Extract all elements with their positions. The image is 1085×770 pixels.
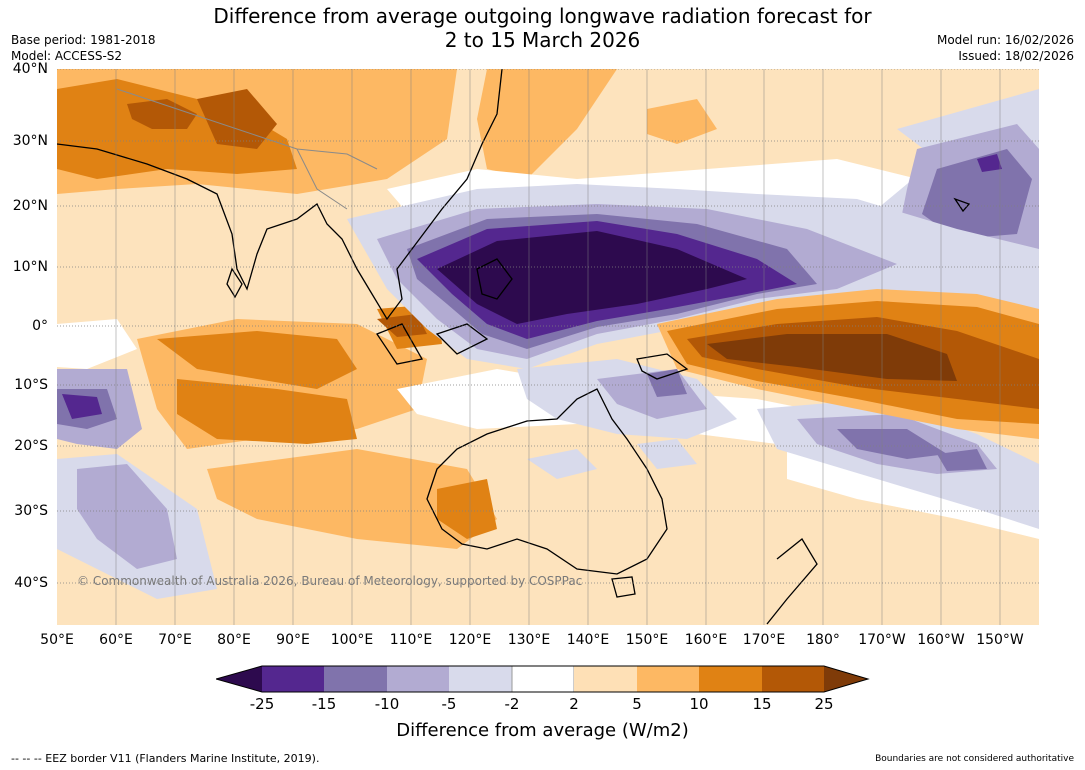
- colorbar-tick-label: 2: [569, 695, 579, 713]
- lat-label-40n: 40°N: [12, 61, 48, 77]
- lon-label-110e: 110°E: [389, 632, 433, 648]
- lon-label-120e: 120°E: [448, 632, 492, 648]
- lat-label-30n: 30°N: [12, 133, 48, 149]
- colorbar-swatch-6: [574, 666, 637, 692]
- new-zealand-coastline: [766, 538, 818, 625]
- lat-label-10s: 10°S: [14, 377, 48, 393]
- lon-label-100e: 100°E: [330, 632, 374, 648]
- colorbar: [216, 665, 870, 693]
- sumatra-coastline: [376, 323, 424, 365]
- colorbar-tick-label: -25: [249, 695, 275, 713]
- central-pacific-anomaly: [657, 289, 1039, 439]
- lon-label-70e: 70°E: [158, 632, 192, 648]
- negative-anomaly-field: [57, 89, 1039, 599]
- lon-label-80e: 80°E: [217, 632, 251, 648]
- base-period: Base period: 1981-2018: [11, 33, 156, 47]
- boundary-disclaimer: Boundaries are not considered authoritat…: [875, 754, 1074, 764]
- colorbar-swatch-1: [262, 666, 324, 692]
- title-line-1: Difference from average outgoing longwav…: [213, 4, 872, 28]
- colorbar-tick-label: -5: [441, 695, 457, 713]
- colorbar-swatch-9: [762, 666, 824, 692]
- colorbar-swatch-8: [699, 666, 762, 692]
- borneo-coastline: [435, 323, 489, 355]
- asia-coastline: [57, 69, 503, 321]
- issued-date: Issued: 18/02/2026: [958, 49, 1074, 63]
- lat-label-40s: 40°S: [14, 575, 48, 591]
- lon-label-180: 180°: [806, 632, 840, 648]
- lon-label-160e: 160°E: [684, 632, 728, 648]
- model-name: Model: ACCESS-S2: [11, 49, 123, 63]
- map-title: Difference from average outgoing longwav…: [0, 4, 1085, 52]
- lat-label-30s: 30°S: [14, 503, 48, 519]
- colorbar-tick-label: 25: [814, 695, 834, 713]
- lat-label-0: 0°: [32, 318, 48, 334]
- colorbar-title: Difference from average (W/m2): [396, 720, 689, 741]
- meta-right: Model run: 16/02/2026 Issued: 18/02/2026: [937, 32, 1074, 64]
- colorbar-swatch-5: [511, 665, 575, 693]
- colorbar-tick-label: -15: [311, 695, 337, 713]
- colorbar-tick-label: -2: [504, 695, 520, 713]
- philippines-coastline: [476, 258, 513, 300]
- lon-label-130e: 130°E: [507, 632, 551, 648]
- lat-label-10n: 10°N: [12, 259, 48, 275]
- colorbar-swatch-2: [324, 666, 387, 692]
- australia-coastline: [426, 388, 668, 575]
- colorbar-outline: [216, 665, 870, 693]
- colorbar-tick-label: 15: [752, 695, 772, 713]
- hawaii-coastline: [953, 197, 971, 213]
- lon-label-50e: 50°E: [40, 632, 74, 648]
- lon-label-160w: 160°W: [917, 632, 965, 648]
- lon-label-150w: 150°W: [976, 632, 1024, 648]
- lon-label-170e: 170°E: [742, 632, 786, 648]
- lon-label-90e: 90°E: [276, 632, 310, 648]
- coastlines: [57, 69, 971, 625]
- colorbar-swatch-max: [824, 666, 868, 692]
- meta-left: Base period: 1981-2018 Model: ACCESS-S2: [11, 32, 156, 64]
- colorbar-tick-label: -10: [374, 695, 400, 713]
- model-run: Model run: 16/02/2026: [936, 33, 1074, 47]
- colorbar-swatch-3: [387, 666, 449, 692]
- lon-label-140e: 140°E: [566, 632, 610, 648]
- eez-legend: -- -- -- EEZ border V11 (Flanders Marine…: [11, 752, 320, 765]
- gridlines: [57, 69, 1039, 625]
- copyright-notice: © Commonwealth of Australia 2026, Bureau…: [77, 574, 583, 588]
- tasmania-coastline: [611, 576, 636, 598]
- lon-label-150e: 150°E: [625, 632, 669, 648]
- colorbar-swatch-min: [216, 666, 262, 692]
- lon-label-60e: 60°E: [99, 632, 133, 648]
- border-line: [296, 148, 348, 210]
- colorbar-tick-label: 5: [632, 695, 642, 713]
- colorbar-tick-label: 10: [689, 695, 709, 713]
- olr-anomaly-map: [57, 69, 1039, 625]
- title-line-2: 2 to 15 March 2026: [444, 28, 641, 52]
- colorbar-swatch-7: [637, 666, 699, 692]
- new-guinea-coastline: [636, 353, 689, 380]
- lon-label-170w: 170°W: [858, 632, 906, 648]
- colorbar-swatch-4: [449, 666, 512, 692]
- lat-label-20n: 20°N: [12, 198, 48, 214]
- sri-lanka-coastline: [226, 267, 243, 299]
- lat-label-20s: 20°S: [14, 438, 48, 454]
